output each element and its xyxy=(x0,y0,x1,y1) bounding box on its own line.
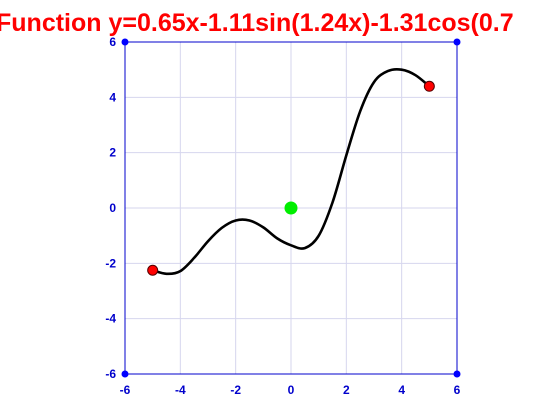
x-tick-label: 0 xyxy=(288,383,295,397)
y-tick-label: 6 xyxy=(109,35,116,49)
grid-lines xyxy=(125,42,457,374)
y-tick-label: 2 xyxy=(109,146,116,160)
y-tick-label: -4 xyxy=(105,312,116,326)
endpoint-marker xyxy=(147,264,159,276)
markers xyxy=(121,38,461,378)
x-tick-label: 2 xyxy=(343,383,350,397)
corner-point xyxy=(453,38,461,46)
function-curve xyxy=(152,67,431,276)
x-tick-label: 4 xyxy=(398,383,405,397)
corner-point xyxy=(121,370,129,378)
chart-title: Function y=0.65x-1.11sin(1.24x)-1.31cos(… xyxy=(0,9,514,37)
corner-point xyxy=(121,38,129,46)
x-tick-label: 6 xyxy=(454,383,461,397)
tick-labels: -6 -4 -2 0 2 4 6 -6 -4 -2 0 2 4 6 xyxy=(105,35,460,397)
x-tick-label: -2 xyxy=(230,383,241,397)
x-tick-label: -4 xyxy=(175,383,186,397)
y-tick-label: 4 xyxy=(109,90,116,104)
corner-point xyxy=(453,370,461,378)
x-tick-label: -6 xyxy=(120,383,131,397)
y-tick-label: -2 xyxy=(105,256,116,270)
y-tick-label: -6 xyxy=(105,367,116,381)
y-tick-label: 0 xyxy=(109,201,116,215)
plot-frame xyxy=(124,41,458,375)
endpoint-marker xyxy=(423,80,435,92)
origin-point xyxy=(284,201,298,215)
